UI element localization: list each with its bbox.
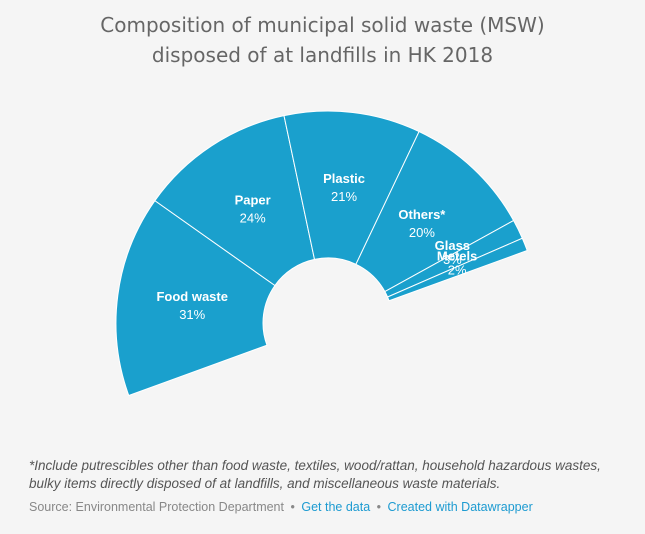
slice-metels[interactable]: [386, 237, 528, 302]
chart-slices: [115, 110, 528, 397]
footer-separator: •: [376, 500, 382, 514]
chart-title: Composition of municipal solid waste (MS…: [0, 10, 645, 70]
footer-separator: •: [290, 500, 295, 514]
slice-label-glass: Glass: [435, 238, 470, 253]
source-text: Source: Environmental Protection Departm…: [29, 500, 284, 514]
datawrapper-link[interactable]: Created with Datawrapper: [387, 500, 533, 514]
get-data-link[interactable]: Get the data: [301, 500, 371, 514]
chart-title-line-2: disposed of at landfills in HK 2018: [151, 43, 494, 67]
chart-labels: Food waste 31% Paper 24% Plastic 21% Others* 20…: [156, 171, 477, 322]
slice-label-plastic: Plastic: [323, 171, 365, 186]
slice-label-paper: Paper: [235, 193, 271, 208]
slice-value-others: 20%: [409, 225, 435, 240]
slice-value-food-waste: 31%: [179, 307, 205, 322]
slice-value-glass: 3%: [443, 252, 462, 267]
chart-title-line-1: Composition of municipal solid waste (MS…: [100, 13, 545, 37]
slice-value-paper: 24%: [240, 211, 266, 226]
slice-label-others: Others*: [398, 207, 446, 222]
slice-food-waste[interactable]: [115, 199, 276, 397]
slice-paper[interactable]: [154, 115, 316, 287]
chart-footer: Source: Environmental Protection Departm…: [29, 500, 533, 514]
slice-value-plastic: 21%: [331, 189, 357, 204]
footnote: *Include putrescibles other than food wa…: [29, 458, 601, 491]
slice-value-metels: 2%: [448, 263, 467, 278]
slice-label-metels: Metels: [437, 249, 477, 264]
slice-label-food-waste: Food waste: [156, 289, 228, 304]
slice-plastic[interactable]: [283, 110, 420, 265]
